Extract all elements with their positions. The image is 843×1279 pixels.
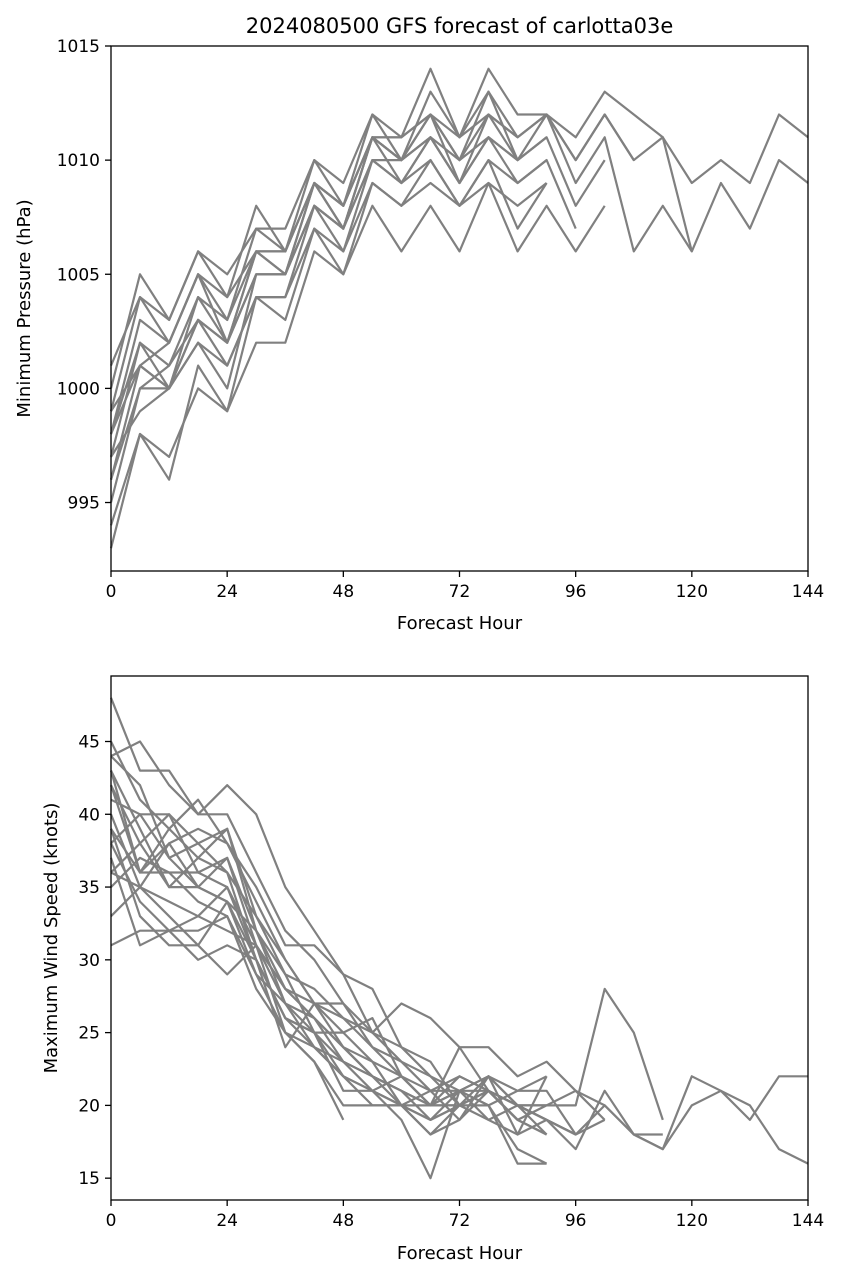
wind-y-tick-label: 15 [78, 1169, 100, 1189]
wind-series-line-13 [110, 885, 548, 1136]
pressure-y-ticks: 995 1000 1005 1010 1015 [57, 37, 111, 514]
wind-x-tick-label: 144 [792, 1211, 824, 1231]
wind-y-tick-label: 45 [78, 733, 100, 753]
pressure-series-layer [109, 67, 809, 549]
pressure-y-tick-label: 995 [68, 494, 100, 514]
pressure-x-axis-label: Forecast Hour [397, 613, 523, 634]
pressure-x-ticks: 0 24 48 72 96 120 144 [106, 571, 824, 602]
wind-y-axis-label: Maximum Wind Speed (knots) [41, 803, 62, 1074]
wind-x-tick-label: 0 [106, 1211, 117, 1231]
pressure-x-tick-label: 0 [106, 582, 117, 602]
wind-x-axis-label: Forecast Hour [397, 1243, 523, 1264]
wind-x-tick-label: 48 [333, 1211, 355, 1231]
pressure-series-line-8 [109, 159, 548, 526]
wind-x-tick-label: 96 [565, 1211, 587, 1231]
wind-series-line-20 [110, 755, 606, 1122]
wind-series-line-3 [110, 740, 664, 1121]
wind-x-ticks: 0 24 48 72 96 120 144 [106, 1200, 824, 1231]
pressure-x-tick-label: 96 [565, 582, 587, 602]
pressure-y-tick-label: 1000 [57, 379, 100, 399]
pressure-series-line-7 [109, 181, 606, 549]
wind-series-line-11 [110, 871, 577, 1136]
pressure-x-tick-label: 72 [449, 582, 471, 602]
wind-y-tick-label: 40 [78, 805, 100, 825]
wind-y-tick-label: 30 [78, 951, 100, 971]
wind-series-line-5 [110, 784, 663, 1151]
pressure-x-tick-label: 144 [792, 582, 824, 602]
pressure-series-line-14 [109, 136, 461, 435]
pressure-y-axis-label: Minimum Pressure (hPa) [14, 199, 35, 417]
wind-series-line-16 [109, 828, 519, 1136]
wind-y-ticks: 15 20 25 30 35 40 45 [78, 733, 111, 1189]
pressure-x-tick-label: 120 [676, 582, 708, 602]
pressure-panel: 2024080500 GFS forecast of carlotta03e 0… [14, 14, 824, 634]
pressure-y-tick-label: 1010 [57, 151, 100, 171]
wind-y-tick-label: 20 [78, 1096, 100, 1116]
pressure-x-tick-label: 24 [216, 582, 238, 602]
wind-x-tick-label: 120 [676, 1211, 708, 1231]
chart-title: 2024080500 GFS forecast of carlotta03e [246, 14, 674, 38]
wind-y-tick-label: 35 [78, 878, 100, 898]
pressure-y-tick-label: 1015 [57, 37, 100, 57]
wind-y-tick-label: 25 [78, 1024, 100, 1044]
pressure-series-line-12 [110, 113, 548, 458]
wind-series-layer [109, 697, 809, 1180]
wind-x-tick-label: 72 [449, 1211, 471, 1231]
pressure-x-tick-label: 48 [333, 582, 355, 602]
pressure-y-tick-label: 1005 [57, 265, 100, 285]
wind-x-tick-label: 24 [216, 1211, 238, 1231]
wind-panel: 0 24 48 72 96 120 144 15 20 25 30 35 40 45 Forecast … [41, 675, 824, 1264]
